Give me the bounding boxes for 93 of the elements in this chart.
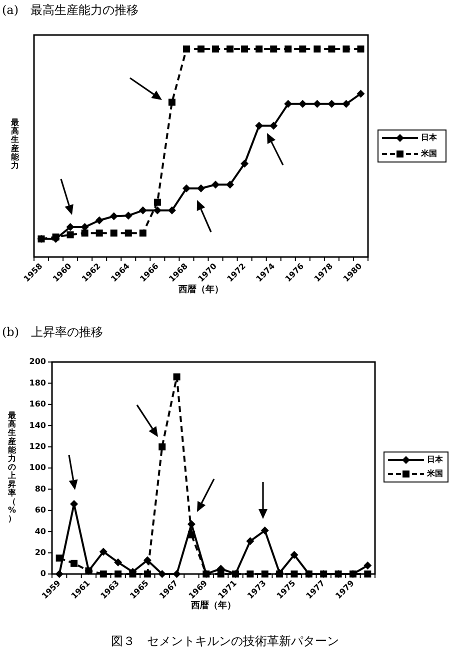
point: [110, 230, 118, 237]
point: [290, 550, 298, 559]
x-axis-title: 西暦（年）: [178, 284, 224, 295]
point: [138, 206, 147, 214]
point: [342, 100, 350, 108]
point: [182, 46, 190, 52]
x-axis-title: 西暦（年）: [190, 600, 236, 611]
point: [270, 122, 278, 130]
point: [188, 531, 195, 538]
point: [314, 46, 321, 52]
point: [100, 570, 107, 578]
y-tick-label: 40: [34, 526, 46, 536]
legend-label: 日本: [427, 455, 444, 464]
point: [320, 570, 328, 578]
point: [70, 560, 78, 567]
point: [114, 558, 122, 566]
point: [256, 46, 263, 52]
point: [99, 548, 108, 556]
point: [328, 46, 336, 52]
point: [364, 570, 372, 578]
y-tick-label: 120: [29, 442, 46, 451]
y-tick-label: 160: [29, 400, 46, 409]
point: [197, 184, 205, 192]
point: [153, 206, 162, 214]
point: [81, 230, 88, 237]
point: [240, 160, 249, 168]
point: [154, 198, 161, 206]
point: [66, 231, 74, 238]
point: [95, 216, 104, 224]
point: [158, 443, 166, 450]
point: [173, 373, 180, 380]
point: [232, 570, 240, 578]
legend-label: 日本: [421, 133, 438, 142]
y-tick-label: 0: [40, 569, 46, 578]
point: [129, 570, 136, 578]
point: [298, 100, 307, 108]
point: [226, 180, 234, 189]
point: [212, 46, 220, 52]
y-tick-label: 140: [29, 420, 46, 430]
point: [328, 100, 336, 108]
point: [139, 230, 146, 237]
point: [212, 180, 220, 189]
y-tick-label: 80: [34, 484, 46, 494]
point: [202, 570, 210, 578]
point: [342, 46, 350, 52]
point: [313, 100, 322, 108]
text: 最高生産能力の上昇率（%）: [8, 411, 16, 524]
point: [349, 570, 356, 578]
point: [246, 537, 254, 546]
y-tick-label: 100: [29, 463, 46, 472]
chart-title: (b) 上昇率の推移: [2, 325, 104, 339]
y-tick-label: 60: [34, 506, 46, 515]
point: [255, 122, 264, 130]
point: [168, 98, 176, 106]
point: [217, 570, 224, 578]
legend-label: 米国: [420, 149, 437, 158]
point: [241, 46, 248, 52]
point: [66, 223, 74, 232]
point: [96, 230, 103, 237]
point: [357, 46, 364, 52]
point: [290, 570, 298, 578]
point: [124, 230, 132, 237]
point: [261, 570, 268, 578]
point: [110, 212, 118, 220]
point: [168, 206, 176, 214]
point: [334, 570, 342, 578]
point: [305, 570, 312, 578]
y-tick-label: 20: [34, 548, 46, 557]
chart-title: (a) 最高生産能力の推移: [2, 3, 139, 17]
point: [85, 567, 92, 574]
point: [284, 100, 292, 108]
point: [56, 554, 63, 562]
point: [182, 184, 190, 192]
y-axis-title: 最高生産能力: [10, 118, 20, 170]
point: [299, 46, 306, 52]
point: [172, 570, 181, 578]
point: [246, 570, 254, 578]
point: [124, 212, 132, 220]
point: [158, 570, 166, 578]
point: [226, 46, 234, 52]
point: [55, 570, 64, 578]
point: [270, 46, 278, 52]
point: [114, 570, 122, 578]
point: [260, 526, 269, 535]
caption: 図３ セメントキルンの技術革新パターン: [111, 634, 339, 648]
y-tick-label: 200: [29, 357, 46, 366]
y-tick-label: 180: [29, 378, 46, 388]
point: [364, 562, 372, 570]
legend-label: 米国: [426, 469, 443, 478]
point: [144, 570, 151, 578]
point: [356, 90, 365, 98]
point: [284, 46, 292, 52]
point: [198, 46, 204, 52]
